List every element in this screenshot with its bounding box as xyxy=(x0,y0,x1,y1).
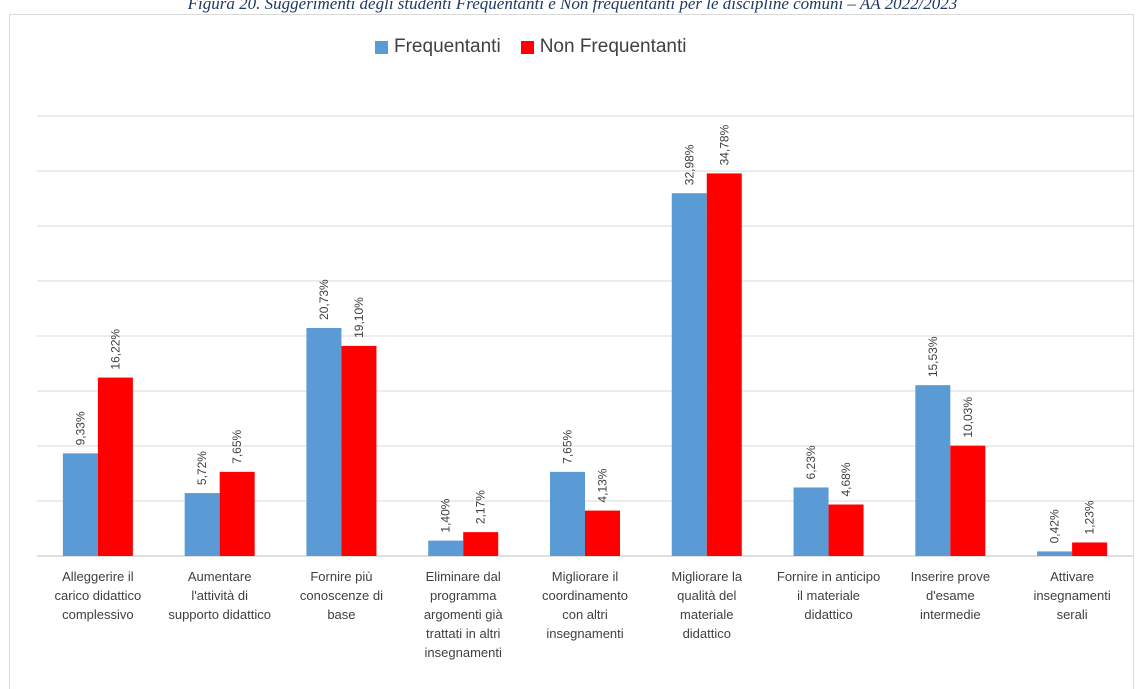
category-label: argomenti già xyxy=(424,607,504,622)
bar-frequentanti xyxy=(793,487,829,556)
category-label: Fornire in anticipo xyxy=(777,569,880,584)
data-label: 32,98% xyxy=(682,144,696,185)
legend-item-frequentanti: Frequentanti xyxy=(375,36,501,58)
category-label: Migliorare la xyxy=(671,569,743,584)
bar-frequentanti xyxy=(184,493,220,556)
category-label: Inserire prove xyxy=(911,569,990,584)
category-label: Aumentare xyxy=(188,569,252,584)
category-label: con altri xyxy=(562,607,608,622)
category-label: trattati in altri xyxy=(426,626,501,641)
category-label: Attivare xyxy=(1050,569,1094,584)
category-label: intermedie xyxy=(920,607,981,622)
category-label: supporto didattico xyxy=(168,607,271,622)
category-label: materiale xyxy=(680,607,733,622)
data-label: 0,42% xyxy=(1048,509,1062,543)
category-label: serali xyxy=(1057,607,1088,622)
figure-caption: Figura 20. Suggerimenti degli studenti F… xyxy=(187,0,958,13)
category-label: base xyxy=(327,607,355,622)
bar-non-frequentanti xyxy=(950,445,986,556)
bar-frequentanti xyxy=(671,193,707,556)
data-label: 7,65% xyxy=(561,429,575,463)
data-label: 4,13% xyxy=(596,468,610,502)
bar-frequentanti xyxy=(915,385,951,556)
legend-item-non-frequentanti: Non Frequentanti xyxy=(520,36,687,58)
category-label: Fornire più xyxy=(310,569,372,584)
data-label: 16,22% xyxy=(108,329,122,370)
bar-chart: 9,33% 16,22% Alleggerire il carico didattic… xyxy=(37,115,1133,660)
bar-non-frequentanti xyxy=(585,510,620,556)
bar-non-frequentanti xyxy=(828,504,864,556)
category-label: l'attività di xyxy=(191,588,248,603)
category-label: Eliminare dal xyxy=(426,569,501,584)
data-label: 19,10% xyxy=(352,297,366,338)
data-label: 6,23% xyxy=(804,445,818,479)
bar-non-frequentanti xyxy=(706,173,742,557)
category-label: Alleggerire il xyxy=(62,569,134,584)
bar-non-frequentanti xyxy=(219,471,255,556)
data-label: 1,40% xyxy=(439,498,453,532)
data-label: 5,72% xyxy=(195,451,209,485)
bar-frequentanti xyxy=(550,471,585,556)
category-label: qualità del xyxy=(677,588,736,603)
category-label: coordinamento xyxy=(542,588,628,603)
category-label: conoscenze di xyxy=(300,588,383,603)
data-label: 9,33% xyxy=(73,411,87,445)
data-label: 20,73% xyxy=(317,279,331,320)
chart-frame xyxy=(9,14,1134,689)
bar-frequentanti xyxy=(428,540,464,556)
bar-non-frequentanti xyxy=(341,345,377,556)
category-label: programma xyxy=(430,588,497,603)
bar-non-frequentanti xyxy=(1072,542,1108,556)
bar-frequentanti xyxy=(62,453,98,556)
category-label: Migliorare il xyxy=(552,569,619,584)
category-label: il materiale xyxy=(797,588,860,603)
category-label: didattico xyxy=(683,626,731,641)
data-label: 15,53% xyxy=(926,336,940,377)
data-label: 2,17% xyxy=(474,490,488,524)
category-label: insegnamenti xyxy=(1033,588,1110,603)
legend-swatch-frequentanti xyxy=(375,40,388,54)
data-label: 10,03% xyxy=(961,397,975,438)
bar-frequentanti xyxy=(1037,551,1073,556)
category-label: d'esame xyxy=(926,588,975,603)
category-label: insegnamenti xyxy=(425,645,502,660)
legend: Frequentanti Non Frequentanti xyxy=(375,36,707,58)
data-label: 7,65% xyxy=(230,429,244,463)
bar-non-frequentanti xyxy=(97,377,133,556)
bar-non-frequentanti xyxy=(463,532,499,556)
bar-frequentanti xyxy=(306,327,342,556)
data-label: 34,78% xyxy=(717,124,731,165)
legend-swatch-non-frequentanti xyxy=(520,40,534,54)
data-label: 4,68% xyxy=(839,462,853,496)
category-label: carico didattico xyxy=(55,588,142,603)
data-label: 1,23% xyxy=(1083,500,1097,534)
legend-label-non-frequentanti: Non Frequentanti xyxy=(539,36,687,57)
category-label: didattico xyxy=(804,607,852,622)
legend-label-frequentanti: Frequentanti xyxy=(394,36,501,57)
category-label: complessivo xyxy=(62,607,134,622)
category-label: insegnamenti xyxy=(546,626,623,641)
